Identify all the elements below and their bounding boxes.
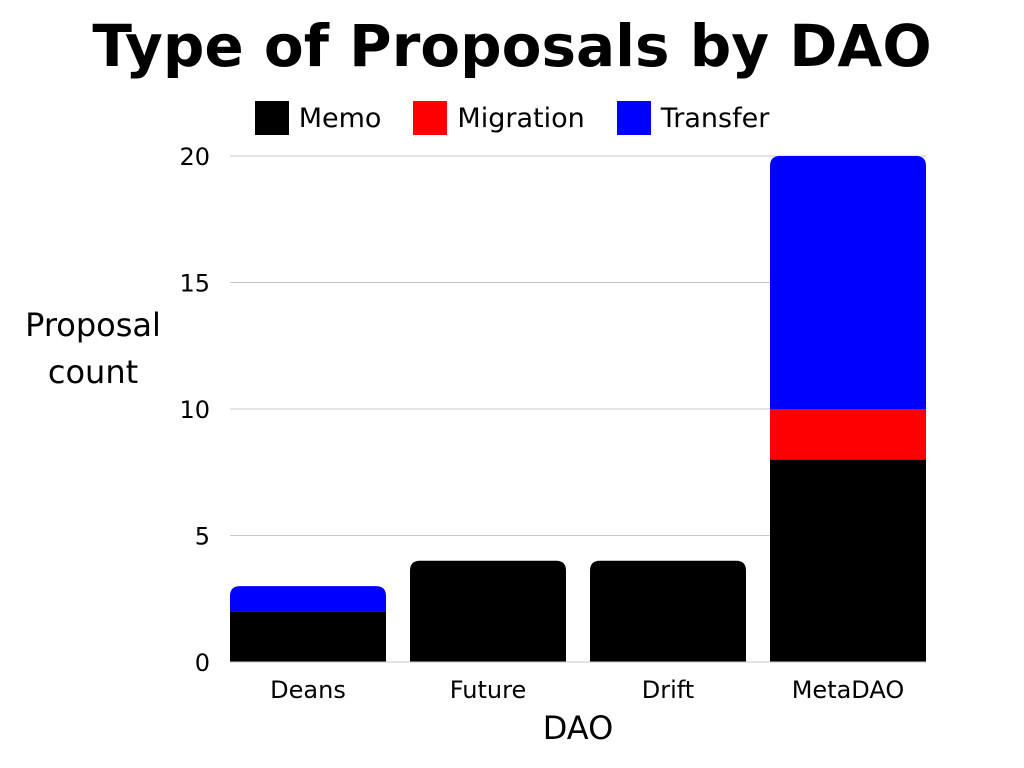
legend-swatch-migration	[413, 101, 448, 135]
y-tick-label-5: 5	[195, 523, 210, 551]
chart-title: Type of Proposals by DAO	[92, 12, 932, 80]
y-tick-label-15: 15	[179, 270, 210, 298]
y-axis-label-line-2: count	[47, 353, 139, 391]
legend-item-memo: Memo	[254, 101, 382, 135]
y-tick-label-20: 20	[179, 143, 210, 171]
bar-metadao-migration	[770, 409, 926, 460]
x-tick-label-metadao: MetaDAO	[792, 676, 905, 704]
x-tick-label-future: Future	[450, 676, 526, 704]
bar-future-memo	[410, 560, 566, 662]
legend-item-migration: Migration	[413, 101, 585, 135]
legend-swatch-transfer	[616, 101, 651, 135]
bar-metadao-transfer	[770, 156, 926, 409]
legend: Memo Migration Transfer	[0, 100, 1024, 136]
legend-label-memo: Memo	[298, 102, 382, 134]
bar-deans-transfer	[230, 586, 386, 612]
x-tick-label-deans: Deans	[270, 676, 346, 704]
bar-deans-memo	[230, 611, 386, 662]
bar-metadao-memo	[770, 459, 926, 662]
y-tick-label-0: 0	[195, 649, 210, 677]
y-axis-label: Proposal count	[8, 302, 178, 396]
bar-drift-memo	[590, 560, 746, 662]
x-tick-label-drift: Drift	[642, 676, 694, 704]
x-axis-label: DAO	[542, 709, 614, 747]
y-axis-label-line-1: Proposal	[25, 306, 161, 344]
y-tick-label-10: 10	[179, 396, 210, 424]
legend-swatch-memo	[254, 101, 289, 135]
legend-label-transfer: Transfer	[660, 102, 770, 134]
legend-item-transfer: Transfer	[616, 101, 770, 135]
legend-label-migration: Migration	[457, 102, 585, 134]
